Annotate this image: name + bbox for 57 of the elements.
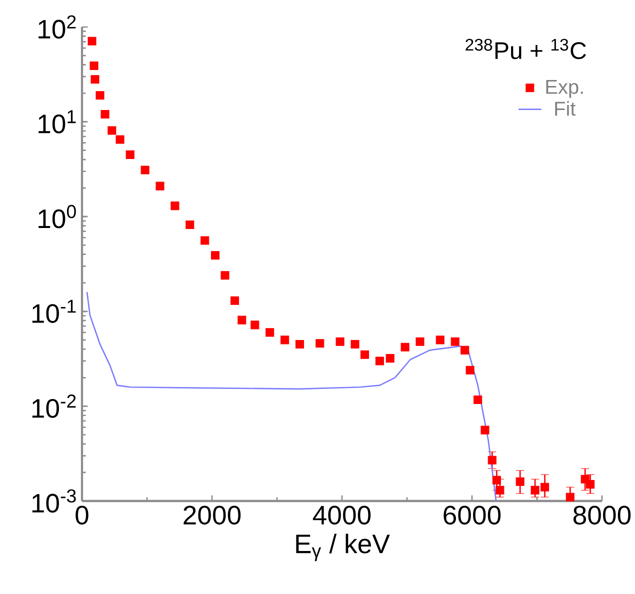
y-tick-label: 10$^{-1}$ [32, 300, 76, 323]
point [416, 337, 424, 346]
y-tick-label: 10$^{2}$ [38, 15, 76, 39]
point [200, 236, 210, 245]
point [96, 91, 104, 100]
point [316, 339, 324, 348]
point [360, 350, 370, 359]
point [220, 271, 230, 280]
point [336, 337, 344, 346]
point [480, 426, 490, 434]
point [492, 476, 501, 484]
point [386, 354, 394, 363]
point [186, 220, 194, 230]
point [126, 150, 134, 159]
point [496, 486, 504, 494]
point [280, 336, 290, 344]
point [436, 336, 444, 344]
point [210, 251, 220, 260]
point [266, 328, 274, 337]
y-tick-label: 10$^{-2}$ [32, 394, 76, 418]
x-tick-label: 8000 [573, 506, 631, 525]
point [90, 75, 100, 84]
y-tick-label: 10$^{0}$ [38, 204, 76, 228]
point [460, 346, 470, 354]
legend-title: $^{238}$Pu + $^{13}$C [466, 38, 586, 60]
point [100, 110, 110, 119]
point [250, 320, 260, 330]
point [488, 456, 496, 464]
point [566, 492, 574, 502]
point [90, 62, 98, 70]
point [88, 36, 96, 46]
point [474, 395, 482, 404]
point [375, 356, 384, 366]
x-axis-title: E$_{γ}$ / keV [296, 534, 390, 562]
point [230, 296, 240, 305]
point [350, 340, 360, 349]
y-tick-label: 10$^{1}$ [38, 110, 76, 134]
point [140, 166, 150, 174]
legend-label: Exp. [546, 80, 583, 98]
point [295, 340, 304, 349]
point [450, 337, 460, 346]
x-tick-label: 0 [76, 506, 88, 525]
point [400, 342, 410, 352]
y-tick-label: 10$^{-3}$ [32, 489, 76, 513]
point [530, 486, 540, 494]
x-tick-label: 4000 [312, 506, 371, 525]
point [516, 477, 524, 486]
point [170, 202, 180, 210]
point [238, 316, 246, 324]
x-tick-label: 6000 [444, 506, 501, 525]
point [116, 135, 124, 144]
point [156, 182, 164, 190]
point [540, 482, 550, 492]
point [108, 126, 116, 135]
x-tick-label: 2000 [184, 506, 241, 525]
point [466, 366, 474, 374]
legend-label: Fit [555, 101, 576, 116]
